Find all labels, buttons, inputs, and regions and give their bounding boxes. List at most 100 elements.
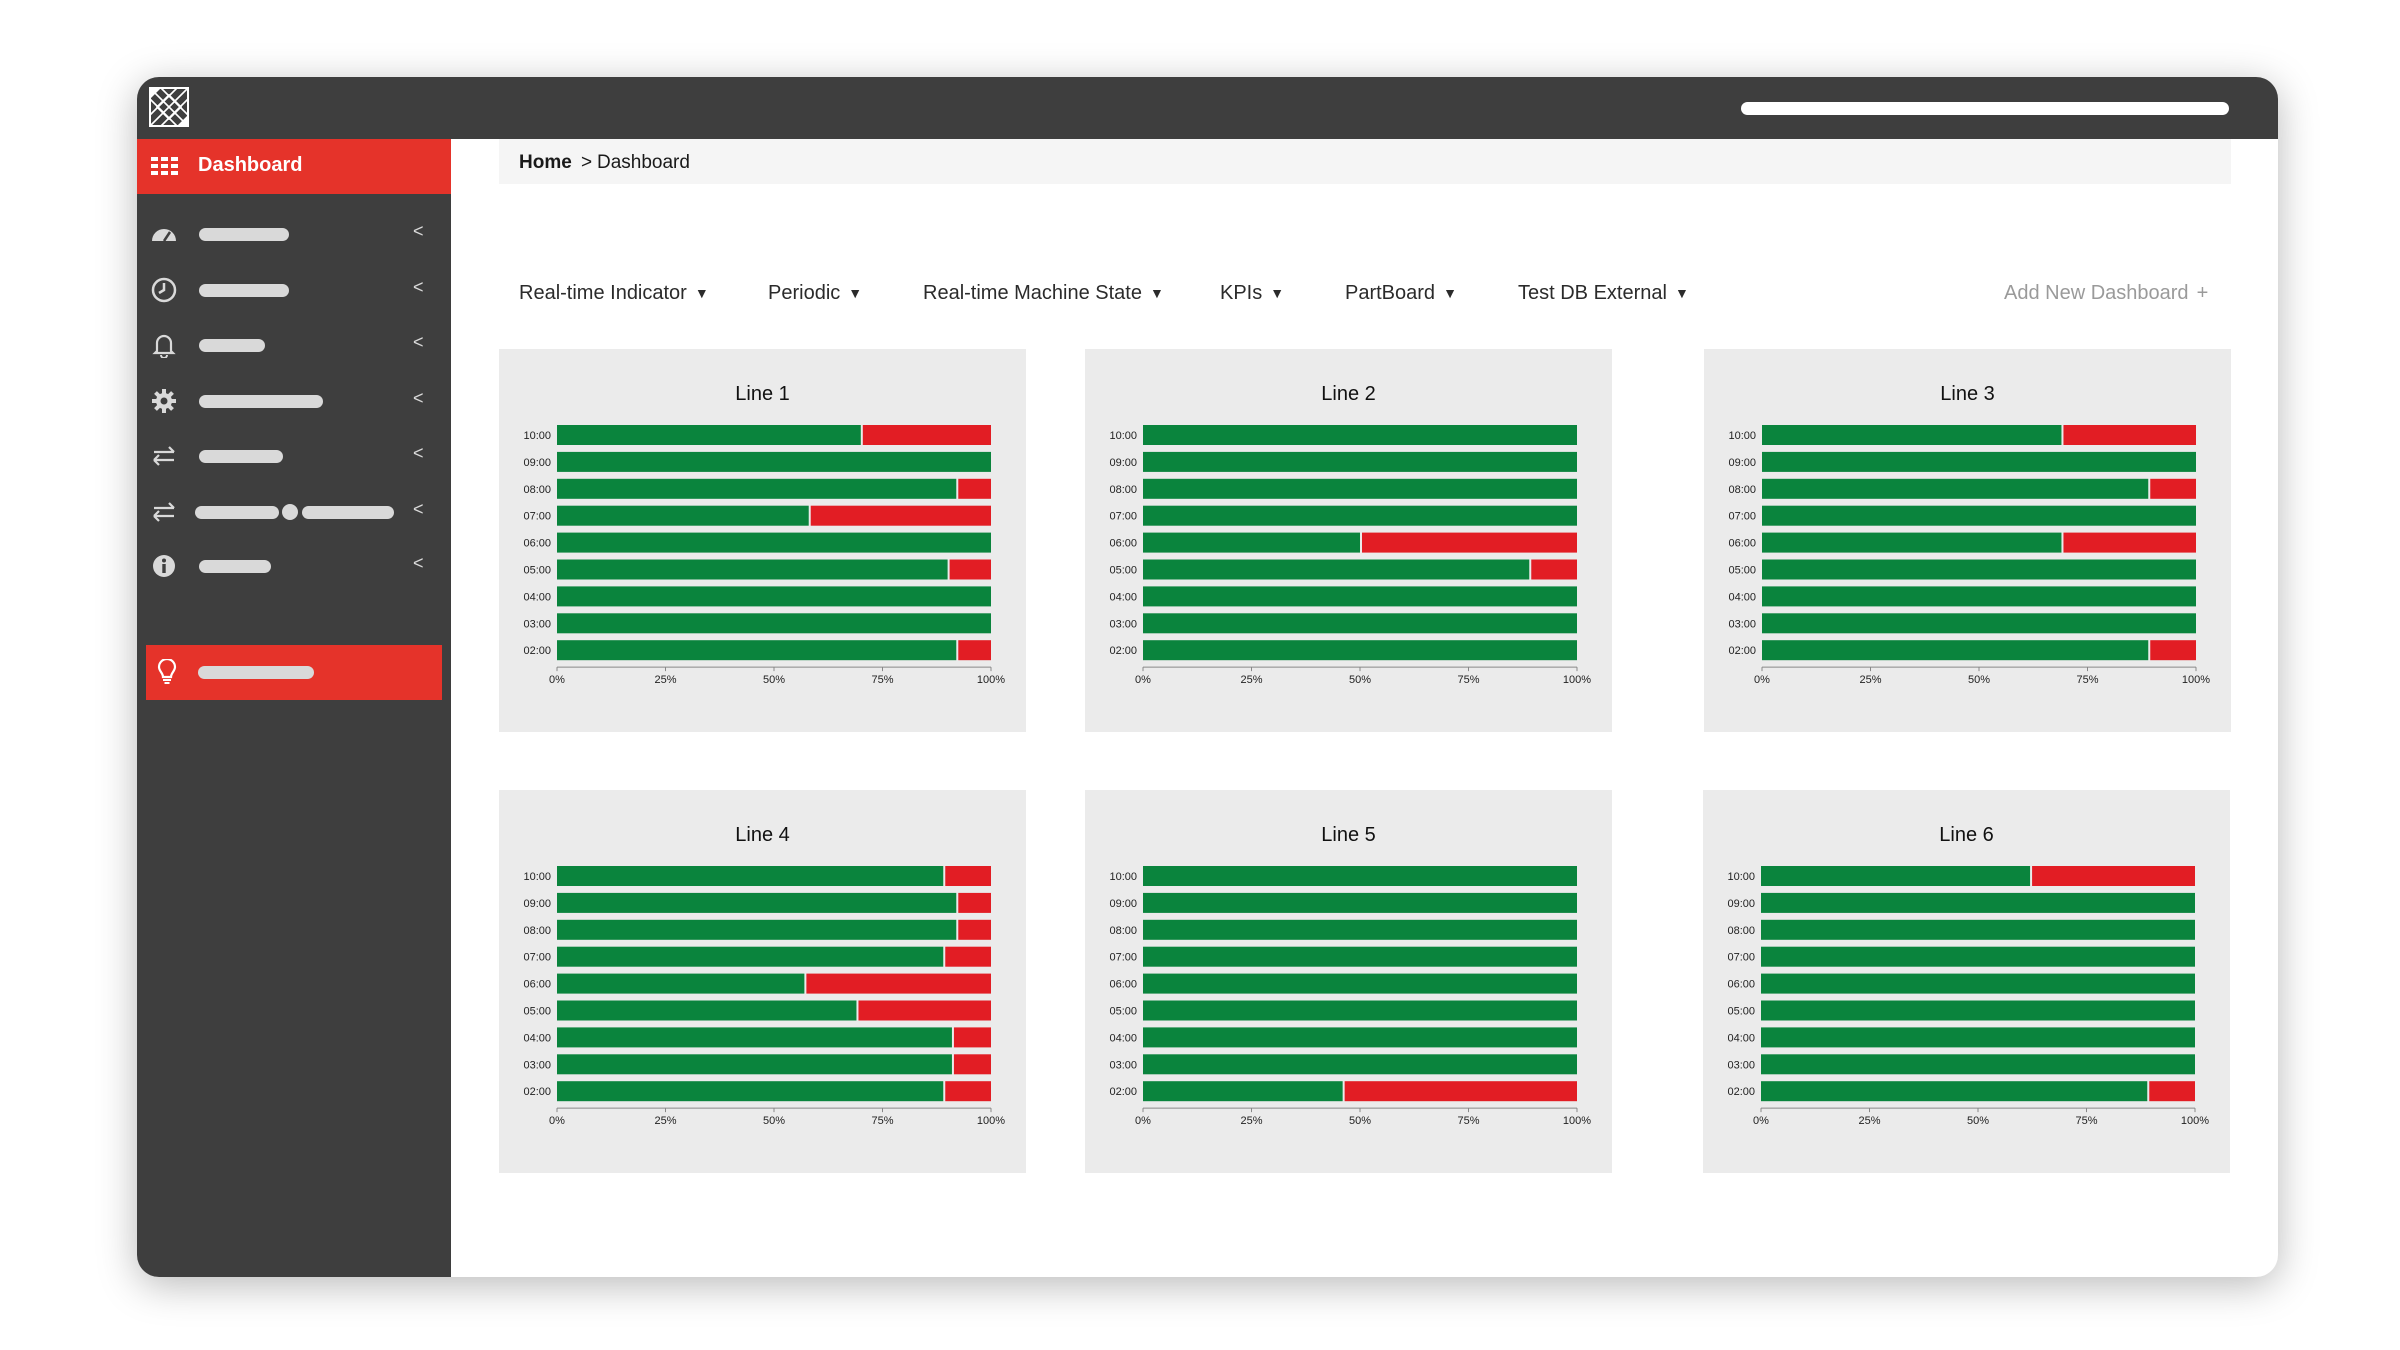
logo-icon[interactable] [149,87,189,127]
bar-segment-red[interactable] [1344,1081,1577,1102]
bar-segment-red[interactable] [945,866,991,886]
bar-segment-red[interactable] [945,1081,991,1102]
bar-segment-green[interactable] [1143,973,1577,994]
sidebar-item-info[interactable]: < [137,541,451,589]
bar-segment-green[interactable] [1762,505,2196,526]
bar-segment-green[interactable] [557,919,957,940]
bar-segment-green[interactable] [557,1000,857,1021]
bar-segment-green[interactable] [1143,1054,1577,1075]
bar-segment-red[interactable] [862,425,991,445]
bar-segment-red[interactable] [945,946,991,967]
bar-segment-green[interactable] [557,892,957,913]
bar-segment-green[interactable] [1143,1081,1343,1102]
bar-segment-red[interactable] [858,1000,991,1021]
sidebar-item-settings[interactable]: < [137,376,451,424]
bar-segment-red[interactable] [958,919,991,940]
bar-segment-green[interactable] [1143,892,1577,913]
tab-test-db-external[interactable]: Test DB External ▼ [1518,282,1689,305]
bar-segment-green[interactable] [557,1027,952,1048]
bar-segment-green[interactable] [1761,866,2031,886]
bar-segment-red[interactable] [958,478,991,499]
bar-segment-green[interactable] [1761,919,2195,940]
bar-segment-green[interactable] [557,946,944,967]
sidebar-item-dashboard[interactable]: Dashboard [137,139,451,194]
bar-segment-green[interactable] [1762,586,2196,607]
bar-segment-red[interactable] [1362,532,1577,553]
bar-segment-red[interactable] [806,973,991,994]
bar-segment-green[interactable] [1143,532,1360,553]
breadcrumb-current: Dashboard [597,152,690,173]
bar-segment-green[interactable] [557,505,809,526]
sidebar-item-gauge[interactable]: < [137,209,451,257]
bar-segment-green[interactable] [557,532,991,553]
breadcrumb-home-link[interactable]: Home [519,152,572,173]
bar-segment-red[interactable] [1531,559,1577,580]
bar-segment-red[interactable] [949,559,991,580]
tab-kpis[interactable]: KPIs ▼ [1220,282,1284,305]
bar-segment-green[interactable] [1143,586,1577,607]
sidebar-item-clock[interactable]: < [137,265,451,313]
sidebar-item-ideas[interactable] [146,645,442,700]
bar-segment-red[interactable] [2149,1081,2195,1102]
bar-segment-green[interactable] [1143,478,1577,499]
bar-segment-green[interactable] [1143,613,1577,634]
sidebar-item-transfer[interactable]: < [137,431,451,479]
bar-segment-red[interactable] [953,1054,991,1075]
bar-segment-green[interactable] [1143,946,1577,967]
bar-segment-green[interactable] [1762,613,2196,634]
bar-segment-green[interactable] [1761,1000,2195,1021]
topbar-search-placeholder[interactable] [1741,102,2229,115]
bar-segment-green[interactable] [557,559,948,580]
bar-segment-red[interactable] [2150,478,2196,499]
bar-segment-green[interactable] [557,586,991,607]
bar-segment-green[interactable] [1143,1000,1577,1021]
bar-segment-green[interactable] [557,640,957,661]
bar-segment-green[interactable] [1143,866,1577,886]
bar-segment-green[interactable] [557,1054,952,1075]
bar-segment-green[interactable] [1762,559,2196,580]
bar-segment-green[interactable] [1762,451,2196,472]
bar-chart: 10:00 09:00 08:00 07:00 06:00 05:00 04:00 03:00… [523,866,1005,1127]
bar-segment-green[interactable] [1762,478,2149,499]
bar-segment-green[interactable] [1143,640,1577,661]
bar-segment-red[interactable] [953,1027,991,1048]
bar-segment-green[interactable] [1762,640,2149,661]
bar-segment-green[interactable] [1143,559,1530,580]
bar-segment-green[interactable] [1761,1081,2148,1102]
bar-segment-green[interactable] [1761,1054,2195,1075]
bar-segment-green[interactable] [557,478,957,499]
bar-segment-red[interactable] [2032,866,2195,886]
bar-segment-green[interactable] [1762,532,2062,553]
bar-segment-green[interactable] [1143,919,1577,940]
sidebar-item-transfer-2[interactable]: < [137,487,451,535]
bar-segment-green[interactable] [1143,505,1577,526]
tab-real-time-indicator[interactable]: Real-time Indicator ▼ [519,282,709,305]
add-new-dashboard-button[interactable]: Add New Dashboard + [2004,282,2208,305]
bar-segment-green[interactable] [1143,451,1577,472]
bar-segment-green[interactable] [557,451,991,472]
bar-segment-red[interactable] [958,640,991,661]
bar-segment-green[interactable] [1143,1027,1577,1048]
y-tick-label: 07:00 [1728,511,1756,523]
bar-segment-red[interactable] [2063,425,2196,445]
bar-segment-green[interactable] [1761,973,2195,994]
bar-segment-green[interactable] [557,1081,944,1102]
bar-segment-green[interactable] [557,425,861,445]
bar-segment-green[interactable] [1761,892,2195,913]
bar-segment-red[interactable] [2150,640,2196,661]
bar-segment-green[interactable] [1761,946,2195,967]
bar-segment-red[interactable] [2063,532,2196,553]
bar-segment-green[interactable] [1761,1027,2195,1048]
bar-segment-green[interactable] [557,613,991,634]
bar-segment-green[interactable] [557,866,944,886]
bar-segment-green[interactable] [1143,425,1577,445]
y-tick-label: 09:00 [1109,898,1137,910]
bar-segment-red[interactable] [810,505,991,526]
bar-segment-red[interactable] [958,892,991,913]
tab-real-time-machine-state[interactable]: Real-time Machine State ▼ [923,282,1164,305]
bar-segment-green[interactable] [557,973,805,994]
tab-partboard[interactable]: PartBoard ▼ [1345,282,1457,305]
sidebar-item-notifications[interactable]: < [137,320,451,368]
bar-segment-green[interactable] [1762,425,2062,445]
tab-periodic[interactable]: Periodic ▼ [768,282,862,305]
